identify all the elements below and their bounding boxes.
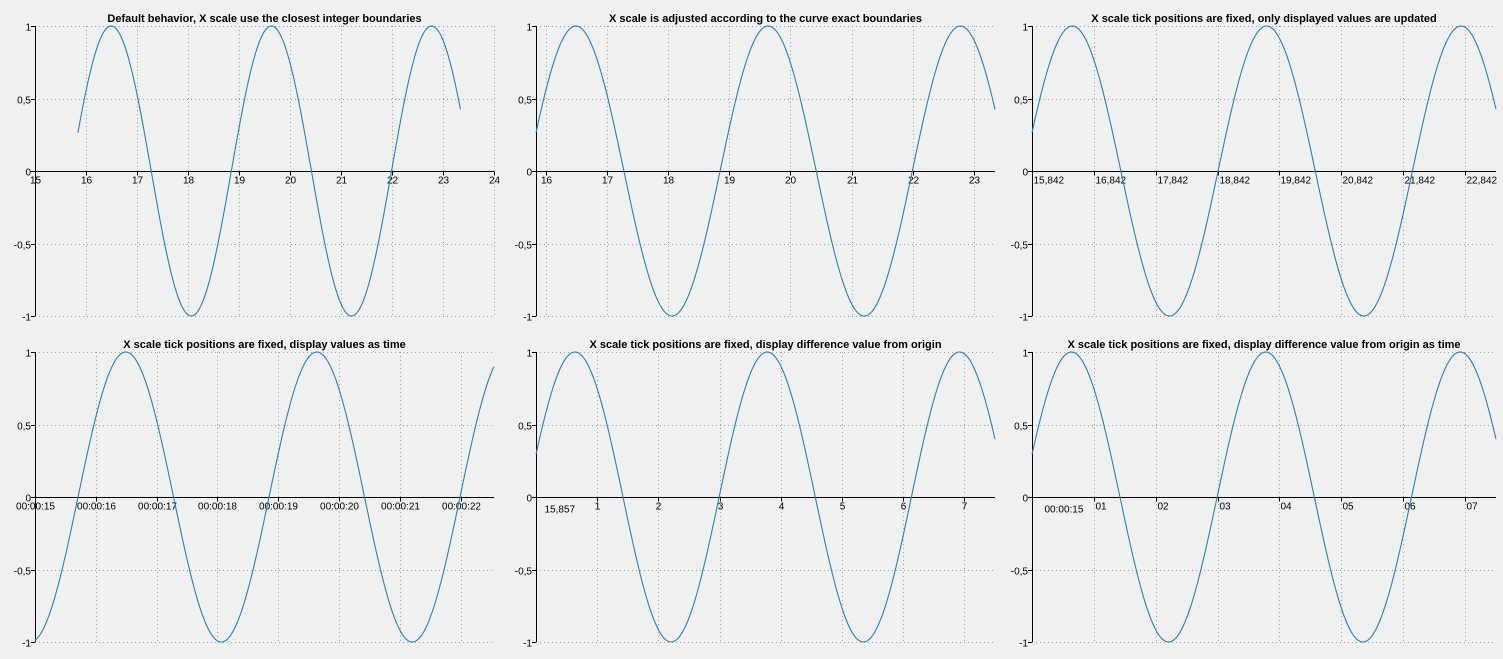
x-tick-label: 21 (336, 176, 348, 187)
x-tick-label: 18,842 (1220, 176, 1251, 187)
chart-panel-3: X scale tick positions are fixed, only d… (1011, 13, 1498, 324)
x-tick-label: 16 (541, 176, 553, 187)
sine-curve (34, 351, 495, 643)
y-tick-label: 1 (526, 349, 532, 360)
y-tick-label: 0 (1022, 168, 1028, 179)
x-tick-label: 18 (183, 176, 195, 187)
chart-panel-2: X scale is adjusted according to the cur… (515, 13, 996, 324)
x-tick-label: 19 (234, 176, 246, 187)
x-tick-label: 20 (785, 176, 797, 187)
x-tick-label: 03 (1220, 502, 1232, 513)
y-tick-label: 0 (25, 494, 31, 505)
x-tick-label: 19 (724, 176, 736, 187)
x-tick-label: 02 (1158, 502, 1170, 513)
y-tick-label: 1 (1022, 349, 1028, 360)
x-tick-label: 00:00:15 (1045, 505, 1084, 516)
x-tick-label: 7 (962, 502, 968, 513)
chart-title: X scale tick positions are fixed, displa… (1067, 339, 1460, 351)
x-tick-label: 22 (908, 176, 920, 187)
x-tick-label: 15,857 (545, 505, 576, 516)
chart-panel-5: X scale tick positions are fixed, displa… (515, 339, 996, 650)
x-tick-label: 20 (285, 176, 297, 187)
sine-curve (77, 25, 461, 317)
y-tick-label: 1 (25, 23, 31, 34)
x-tick-label: 5 (840, 502, 846, 513)
y-tick-label: -0,5 (1011, 567, 1029, 578)
x-tick-label: 15 (30, 176, 42, 187)
chart-panel-1: Default behavior, X scale use the closes… (14, 13, 501, 324)
y-tick-label: 0 (526, 494, 532, 505)
y-tick-label: 0,5 (1014, 422, 1028, 433)
x-tick-label: 21,842 (1405, 176, 1436, 187)
x-tick-label: 16,842 (1096, 176, 1127, 187)
y-tick-label: 0,5 (17, 96, 31, 107)
y-tick-label: 1 (526, 23, 532, 34)
x-tick-label: 20,842 (1343, 176, 1374, 187)
x-tick-label: 19,842 (1281, 176, 1312, 187)
x-tick-label: 00:00:21 (381, 502, 420, 513)
sine-curve (1031, 351, 1497, 643)
y-tick-label: 0 (1022, 494, 1028, 505)
x-tick-label: 17,842 (1158, 176, 1189, 187)
x-tick-label: 1 (595, 502, 601, 513)
x-tick-label: 15,842 (1034, 176, 1065, 187)
x-tick-label: 16 (81, 176, 93, 187)
x-tick-label: 06 (1405, 502, 1417, 513)
sine-curve (535, 351, 996, 643)
y-tick-label: -0,5 (515, 241, 533, 252)
x-tick-label: 07 (1467, 502, 1479, 513)
y-tick-label: 0,5 (518, 422, 532, 433)
y-tick-label: -1 (523, 639, 532, 650)
x-tick-label: 17 (132, 176, 144, 187)
x-tick-label: 00:00:20 (320, 502, 359, 513)
chart-title: X scale tick positions are fixed, displa… (123, 339, 405, 351)
x-tick-label: 00:00:16 (77, 502, 116, 513)
sine-curve (1031, 25, 1497, 317)
chart-title: X scale is adjusted according to the cur… (609, 13, 922, 25)
chart-panel-4: X scale tick positions are fixed, displa… (14, 339, 495, 650)
y-tick-label: -1 (1019, 639, 1028, 650)
x-tick-label: 00:00:19 (259, 502, 298, 513)
x-tick-label: 24 (489, 176, 501, 187)
x-tick-label: 22 (387, 176, 399, 187)
x-tick-label: 22,842 (1467, 176, 1498, 187)
x-tick-label: 04 (1281, 502, 1293, 513)
y-tick-label: 0 (526, 168, 532, 179)
chart-title: X scale tick positions are fixed, displa… (589, 339, 941, 351)
y-tick-label: 1 (1022, 23, 1028, 34)
y-tick-label: 1 (25, 349, 31, 360)
y-tick-label: -1 (22, 639, 31, 650)
x-tick-label: 00:00:22 (442, 502, 481, 513)
y-tick-label: -0,5 (1011, 241, 1029, 252)
sine-curve (535, 25, 996, 317)
chart-title: Default behavior, X scale use the closes… (107, 13, 421, 25)
x-tick-label: 4 (779, 502, 785, 513)
x-tick-label: 00:00:15 (16, 502, 55, 513)
x-tick-label: 21 (847, 176, 859, 187)
y-tick-label: 0,5 (1014, 96, 1028, 107)
y-tick-label: 0 (25, 168, 31, 179)
x-tick-label: 23 (438, 176, 450, 187)
x-tick-label: 6 (901, 502, 907, 513)
y-tick-label: 0,5 (518, 96, 532, 107)
x-tick-label: 17 (602, 176, 614, 187)
x-tick-label: 01 (1096, 502, 1108, 513)
y-tick-label: -0,5 (515, 567, 533, 578)
x-tick-label: 05 (1343, 502, 1355, 513)
x-tick-label: 3 (718, 502, 724, 513)
y-tick-label: -1 (1019, 313, 1028, 324)
chart-panel-6: X scale tick positions are fixed, displa… (1011, 339, 1497, 650)
x-tick-label: 00:00:17 (138, 502, 177, 513)
x-tick-label: 23 (969, 176, 981, 187)
x-tick-label: 2 (656, 502, 662, 513)
y-tick-label: -0,5 (14, 241, 32, 252)
x-tick-label: 00:00:18 (198, 502, 237, 513)
y-tick-label: -0,5 (14, 567, 32, 578)
y-tick-label: 0,5 (17, 422, 31, 433)
y-tick-label: -1 (523, 313, 532, 324)
x-tick-label: 18 (663, 176, 675, 187)
chart-title: X scale tick positions are fixed, only d… (1091, 13, 1436, 25)
y-tick-label: -1 (22, 313, 31, 324)
